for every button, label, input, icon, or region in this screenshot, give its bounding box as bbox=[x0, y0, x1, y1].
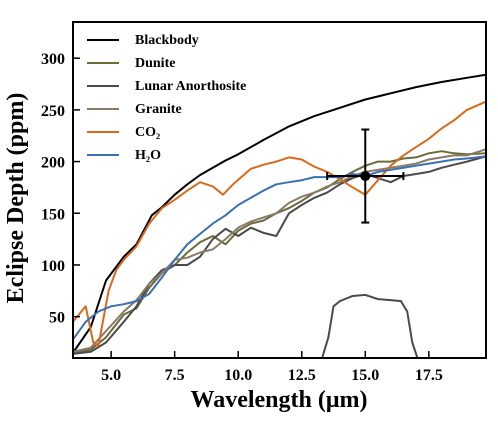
series-layer bbox=[73, 73, 486, 358]
series-line-5 bbox=[73, 155, 486, 340]
y-tick-label: 300 bbox=[41, 51, 65, 68]
legend-item: CO₂ bbox=[87, 125, 160, 140]
plot-frame bbox=[72, 21, 487, 359]
legend-item: H₂O bbox=[87, 148, 161, 163]
y-axis-label: Eclipse Depth (ppm) bbox=[3, 93, 29, 304]
y-tick-label: 200 bbox=[41, 155, 65, 172]
x-tick-label: 10.0 bbox=[224, 367, 252, 384]
annotation-layer bbox=[326, 128, 405, 224]
x-tick-label: 12.5 bbox=[288, 367, 316, 384]
x-tick-label: 5.0 bbox=[101, 367, 121, 384]
legend-label: Granite bbox=[135, 102, 182, 117]
y-tick-label: 100 bbox=[41, 258, 65, 275]
axes-layer: 5.0 7.5 10.0 12.5 15.0 17.5 50 100 150 200 250 300 bbox=[41, 21, 487, 384]
measurement-point bbox=[360, 171, 371, 182]
series-line-0 bbox=[73, 73, 486, 354]
y-tick-label: 250 bbox=[41, 103, 65, 120]
x-tick-label: 15.0 bbox=[351, 367, 379, 384]
series-line-2 bbox=[73, 155, 486, 355]
x-axis-label: Wavelength (μm) bbox=[191, 387, 368, 413]
series-line-4 bbox=[73, 100, 486, 347]
legend-label: Blackbody bbox=[135, 33, 199, 48]
legend: Blackbody Dunite Lunar Anorthosite Granite C… bbox=[87, 33, 246, 163]
bandpass-curve bbox=[321, 293, 419, 358]
series-line-1 bbox=[73, 150, 486, 354]
legend-label: Dunite bbox=[135, 56, 175, 71]
x-tick-label: 17.5 bbox=[415, 367, 443, 384]
legend-item: Blackbody bbox=[87, 33, 199, 48]
legend-item: Lunar Anorthosite bbox=[87, 79, 246, 94]
legend-label: H₂O bbox=[135, 148, 161, 163]
y-tick-label: 150 bbox=[41, 206, 65, 223]
y-tick-label: 50 bbox=[49, 310, 65, 327]
x-tick-label: 7.5 bbox=[165, 367, 185, 384]
legend-label: Lunar Anorthosite bbox=[135, 79, 246, 94]
legend-item: Dunite bbox=[87, 56, 175, 71]
series-line-3 bbox=[73, 148, 486, 353]
legend-item: Granite bbox=[87, 102, 182, 117]
legend-label: CO₂ bbox=[135, 125, 160, 140]
